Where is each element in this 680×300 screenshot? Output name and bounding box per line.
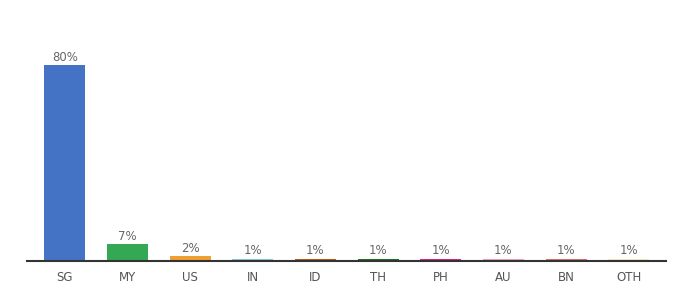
Text: 1%: 1% xyxy=(432,244,450,257)
Bar xyxy=(107,244,148,261)
Text: 7%: 7% xyxy=(118,230,137,243)
Bar xyxy=(44,65,85,261)
Bar xyxy=(170,256,211,261)
Text: 1%: 1% xyxy=(494,244,513,257)
Bar xyxy=(420,259,461,261)
Bar xyxy=(295,259,336,261)
Text: 1%: 1% xyxy=(557,244,575,257)
Bar xyxy=(358,259,398,261)
Text: 1%: 1% xyxy=(306,244,325,257)
Bar xyxy=(609,259,649,261)
Bar xyxy=(233,259,273,261)
Text: 1%: 1% xyxy=(619,244,638,257)
Bar xyxy=(546,259,586,261)
Text: 1%: 1% xyxy=(369,244,388,257)
Text: 2%: 2% xyxy=(181,242,199,255)
Text: 1%: 1% xyxy=(243,244,262,257)
Bar xyxy=(483,259,524,261)
Text: 80%: 80% xyxy=(52,51,78,64)
